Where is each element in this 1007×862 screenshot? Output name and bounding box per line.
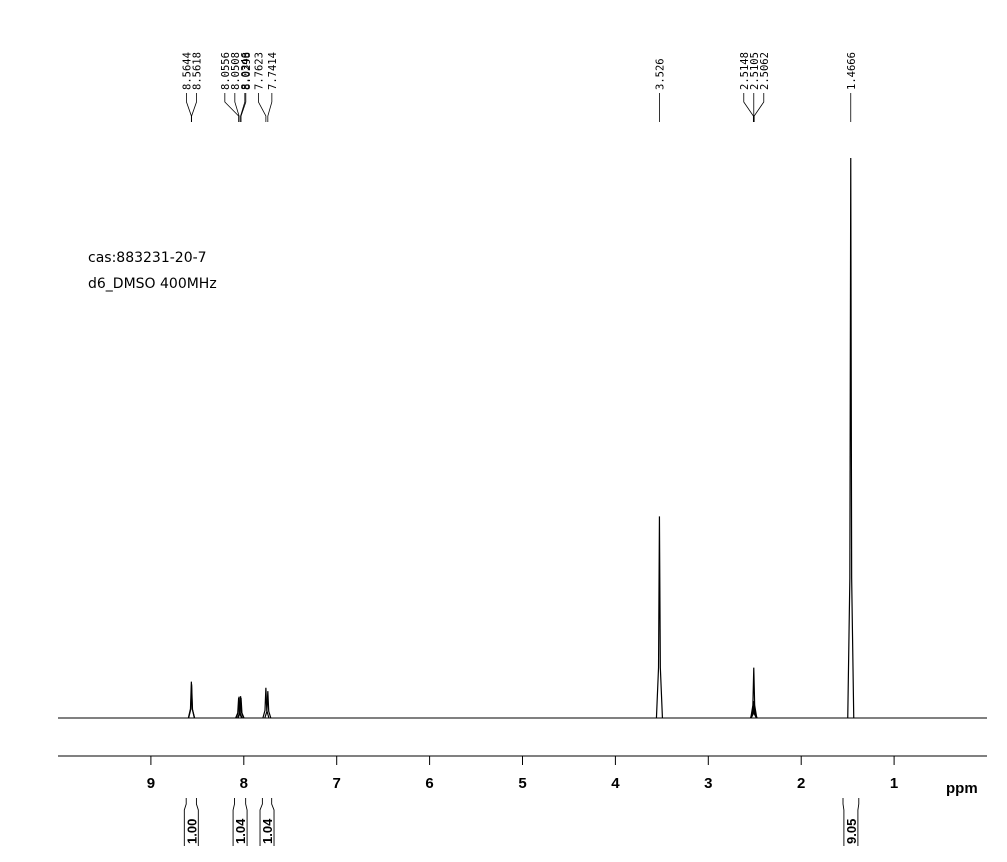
peak-label: 3.526 bbox=[654, 58, 666, 90]
peak-label: 2.5062 bbox=[759, 52, 771, 90]
peak-label-connector bbox=[234, 93, 240, 122]
peak-label-connector bbox=[743, 93, 754, 122]
peak-label: 8.0298 bbox=[241, 52, 253, 90]
peak-label: 2.5105 bbox=[749, 52, 761, 90]
integral-label: 1.04 bbox=[260, 818, 275, 844]
peak bbox=[750, 701, 758, 719]
peak-label-connector bbox=[240, 93, 246, 122]
integral-label: 1.00 bbox=[184, 819, 199, 844]
x-tick-label: 2 bbox=[797, 775, 805, 792]
x-axis-label: ppm bbox=[946, 780, 978, 797]
x-tick-label: 5 bbox=[518, 775, 526, 792]
x-tick-label: 7 bbox=[333, 775, 341, 792]
peak-label-connector bbox=[267, 93, 273, 122]
integral-bracket bbox=[232, 798, 248, 846]
x-tick-label: 1 bbox=[890, 775, 898, 792]
peak bbox=[262, 687, 270, 719]
annotation: d6_DMSO 400MHz bbox=[88, 276, 217, 292]
peak-label-connector bbox=[753, 93, 765, 122]
peak-label: 8.0556 bbox=[220, 52, 232, 90]
integral-bracket bbox=[183, 798, 199, 846]
peak-label-connector bbox=[186, 93, 192, 122]
integral-bracket bbox=[259, 798, 275, 846]
peak-label: 7.7414 bbox=[267, 52, 279, 90]
peak bbox=[847, 157, 855, 719]
peak-label: 8.0508 bbox=[230, 52, 242, 90]
integral-label: 1.04 bbox=[233, 818, 248, 844]
peak-label: 7.7623 bbox=[253, 52, 265, 90]
peak-label: 8.5644 bbox=[181, 52, 193, 90]
x-tick-label: 6 bbox=[425, 775, 433, 792]
x-tick-label: 8 bbox=[240, 775, 248, 792]
x-tick-label: 9 bbox=[147, 775, 155, 792]
peak bbox=[188, 684, 196, 719]
x-tick-label: 3 bbox=[704, 775, 712, 792]
peak-label-connector bbox=[191, 93, 197, 122]
peak bbox=[264, 691, 272, 719]
annotation: cas:883231-20-7 bbox=[88, 250, 207, 266]
peak-label-connector bbox=[224, 93, 240, 122]
peak bbox=[235, 696, 243, 719]
peak-label-connector bbox=[240, 93, 247, 122]
peak-label: 8.5618 bbox=[191, 52, 203, 90]
peak bbox=[237, 697, 245, 719]
integral-label: 9.05 bbox=[844, 819, 859, 844]
peak-label-connector bbox=[258, 93, 267, 122]
peak-label: 1.4666 bbox=[846, 52, 858, 90]
x-tick-label: 4 bbox=[611, 775, 620, 792]
peak bbox=[655, 516, 664, 719]
integral-bracket bbox=[842, 798, 860, 846]
peak-label: 2.5148 bbox=[739, 52, 751, 90]
peak-label: 8.0346 bbox=[240, 52, 252, 90]
